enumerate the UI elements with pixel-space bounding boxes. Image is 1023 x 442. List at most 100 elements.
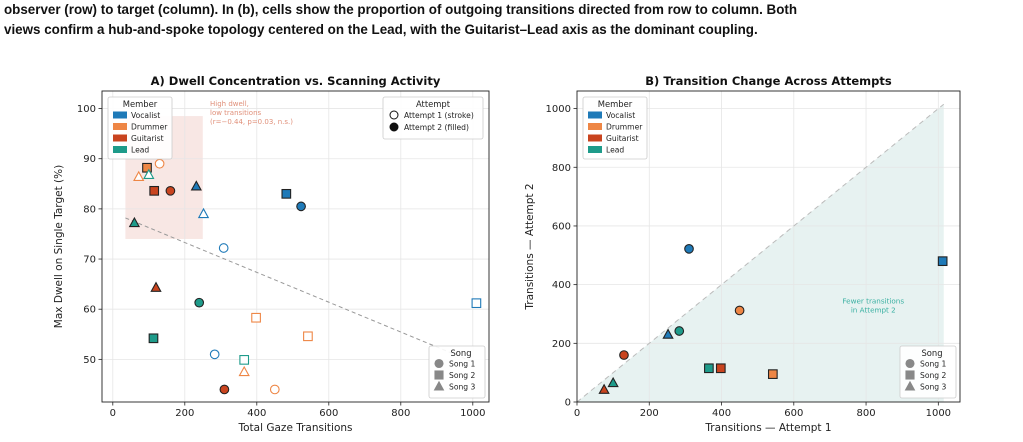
data-point-drummer [238, 365, 250, 377]
x-tick-label: 600 [319, 408, 338, 419]
data-point-lead [143, 168, 155, 179]
chart-title: A) Dwell Concentration vs. Scanning Acti… [151, 74, 441, 88]
trend-line [125, 217, 473, 363]
data-point-guitarist [598, 383, 610, 394]
y-tick-label: 60 [83, 305, 96, 316]
data-point-vocalist [471, 298, 482, 309]
data-point-drummer [154, 158, 165, 169]
y-tick-label: 0 [565, 398, 571, 409]
data-point-lead [128, 216, 141, 228]
x-tick-label: 1000 [926, 408, 951, 419]
annotation-text: (r=−0.44, p=0.03, n.s.) [210, 118, 293, 126]
y-tick-label: 400 [552, 280, 571, 291]
y-tick-label: 800 [552, 163, 571, 174]
region-label: Fewer transitions [842, 297, 904, 306]
song-legend-label: Song 2 [920, 371, 947, 380]
data-point-vocalist [209, 349, 220, 360]
attempt-legend-marker [389, 110, 399, 120]
x-tick-label: 600 [784, 408, 803, 419]
member-legend-swatch [113, 123, 127, 130]
data-point-guitarist [715, 363, 726, 374]
song-legend-title: Song [450, 348, 471, 358]
y-tick-label: 200 [552, 339, 571, 350]
x-tick-label: 200 [175, 408, 194, 419]
member-legend-label: Guitarist [606, 134, 639, 143]
song-legend-box [428, 345, 486, 399]
data-point-drummer [734, 305, 745, 316]
attempt-legend-title: Attempt [416, 99, 451, 109]
data-point-vocalist [684, 243, 694, 254]
plot-frame [101, 90, 490, 403]
y-tick-label: 100 [77, 104, 96, 115]
song-legend-label: Song 3 [920, 383, 947, 392]
y-tick-label: 70 [83, 255, 96, 266]
song-legend-marker [434, 370, 444, 380]
song-legend-label: Song 1 [449, 360, 476, 369]
member-legend-swatch [588, 134, 602, 142]
data-point-guitarist [149, 185, 160, 196]
data-point-drummer [303, 331, 313, 342]
x-tick-label: 400 [247, 408, 266, 419]
data-point-drummer [133, 170, 145, 181]
member-legend-swatch [588, 146, 602, 153]
data-point-drummer [767, 369, 778, 379]
member-legend-swatch [588, 123, 602, 130]
attempt-legend-box [382, 96, 484, 140]
member-legend-title: Member [123, 99, 158, 109]
data-point-vocalist [218, 243, 229, 253]
data-point-lead [704, 363, 714, 374]
data-point-guitarist [150, 281, 162, 292]
data-point-drummer [269, 384, 280, 395]
member-legend-title: Member [598, 99, 633, 109]
data-point-lead [148, 333, 159, 344]
member-legend-label: Drummer [606, 123, 643, 132]
plot-frame [576, 90, 961, 403]
data-point-vocalist [937, 256, 948, 267]
x-axis-label: Total Gaze Transitions [238, 422, 353, 434]
member-legend-swatch [113, 146, 127, 153]
x-tick-label: 800 [391, 408, 410, 419]
x-tick-label: 400 [712, 408, 731, 419]
song-legend-marker [434, 358, 444, 369]
region-label: in Attempt 2 [851, 306, 896, 315]
data-point-lead [674, 326, 685, 336]
data-point-lead [239, 355, 250, 365]
data-point-lead [194, 297, 205, 308]
chart-panel-a: High dwell,low transitions(r=−0.44, p=0.… [53, 74, 490, 434]
annotation-text: low transitions [210, 109, 262, 117]
data-point-lead [607, 376, 619, 388]
y-axis-label: Transitions — Attempt 2 [524, 183, 536, 310]
song-legend-label: Song 2 [449, 371, 476, 380]
song-legend-marker [433, 380, 445, 391]
member-legend-label: Vocalist [606, 111, 635, 120]
song-legend-marker [904, 380, 916, 391]
song-legend-title: Song [921, 348, 942, 358]
data-point-drummer [142, 162, 152, 173]
x-tick-label: 800 [857, 408, 876, 419]
data-point-vocalist [197, 207, 210, 219]
chart-title: B) Transition Change Across Attempts [645, 74, 892, 88]
song-legend-box [899, 345, 957, 399]
figure-caption: observer (row) to target (column). In (b… [4, 0, 1019, 40]
x-tick-label: 0 [574, 408, 580, 419]
data-point-guitarist [619, 350, 629, 360]
data-point-vocalist [190, 180, 202, 191]
x-tick-label: 0 [110, 408, 116, 419]
y-tick-label: 600 [552, 221, 571, 232]
member-legend-swatch [113, 134, 127, 142]
data-point-vocalist [281, 188, 292, 199]
song-legend-marker [905, 370, 915, 380]
attempt-legend-label: Attempt 1 (stroke) [404, 111, 474, 120]
member-legend-label: Lead [606, 146, 624, 155]
diagonal-line [576, 103, 945, 403]
song-legend-label: Song 1 [920, 360, 947, 369]
data-point-guitarist [219, 384, 230, 395]
member-legend-label: Vocalist [131, 111, 160, 120]
caption-line-1: observer (row) to target (column). In (b… [4, 2, 798, 17]
member-legend-label: Drummer [131, 123, 168, 132]
y-tick-label: 1000 [546, 104, 571, 115]
song-legend-marker [905, 358, 915, 369]
caption-line-2: views confirm a hub-and-spoke topology c… [4, 22, 758, 37]
